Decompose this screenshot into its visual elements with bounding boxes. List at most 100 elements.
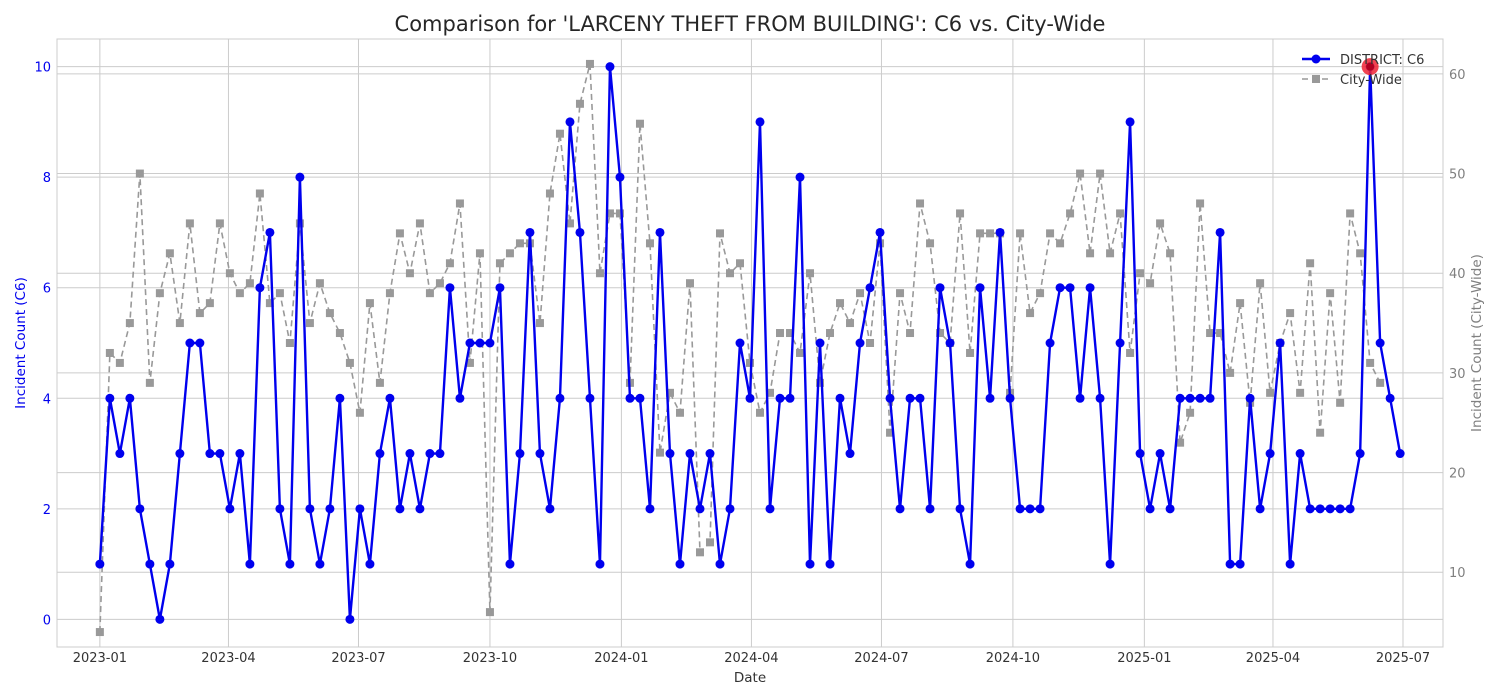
data-point xyxy=(645,239,654,248)
data-point xyxy=(305,504,315,514)
data-point xyxy=(495,259,504,268)
data-point xyxy=(565,219,574,228)
data-point xyxy=(715,559,725,569)
data-point xyxy=(1036,289,1045,298)
data-point xyxy=(605,209,614,218)
data-point xyxy=(545,189,554,198)
data-point xyxy=(535,319,544,328)
data-point xyxy=(685,449,695,459)
data-point xyxy=(856,289,865,298)
data-point xyxy=(1056,239,1065,248)
data-point xyxy=(1256,279,1265,288)
data-point xyxy=(1085,283,1095,293)
y-axis-left-ticks: 0 2 4 6 8 10 xyxy=(34,61,51,629)
x-tick-label: 2023-10 xyxy=(463,651,517,666)
data-point xyxy=(795,172,805,182)
data-point xyxy=(175,319,184,328)
data-point xyxy=(255,283,265,293)
data-point xyxy=(1115,338,1125,348)
data-point xyxy=(185,338,195,348)
data-point xyxy=(445,259,454,268)
data-point xyxy=(105,393,115,403)
data-point xyxy=(756,408,765,417)
data-point xyxy=(675,559,685,569)
data-point xyxy=(695,548,704,557)
data-point xyxy=(215,219,224,228)
legend-label: City-Wide xyxy=(1340,73,1402,88)
data-point xyxy=(1196,199,1205,208)
data-point xyxy=(665,388,674,397)
data-point xyxy=(365,559,375,569)
data-point xyxy=(705,449,715,459)
data-point xyxy=(195,338,205,348)
y-left-tick-label: 4 xyxy=(43,392,51,407)
data-point xyxy=(365,299,374,308)
data-point xyxy=(545,504,555,514)
y-left-tick-label: 10 xyxy=(34,61,51,76)
x-tick-label: 2023-04 xyxy=(201,651,255,666)
data-point xyxy=(135,169,144,178)
data-point xyxy=(455,393,465,403)
data-point xyxy=(195,309,204,318)
x-tick-label: 2025-07 xyxy=(1376,651,1430,666)
series-line xyxy=(98,65,1402,621)
data-point xyxy=(225,269,234,278)
data-point xyxy=(345,358,354,367)
data-point xyxy=(836,299,845,308)
data-point xyxy=(585,59,594,68)
data-point xyxy=(1375,338,1385,348)
data-point xyxy=(415,504,425,514)
data-point xyxy=(635,119,644,128)
data-point xyxy=(1296,388,1305,397)
data-point xyxy=(766,388,775,397)
x-tick-label: 2023-01 xyxy=(73,651,127,666)
data-point xyxy=(976,229,985,238)
data-point xyxy=(1186,408,1195,417)
data-point xyxy=(315,279,324,288)
y-axis-right-ticks: 10 20 30 40 50 60 xyxy=(1449,68,1466,581)
x-tick-label: 2024-01 xyxy=(594,651,648,666)
x-tick-label: 2025-04 xyxy=(1246,651,1300,666)
data-point xyxy=(95,628,104,637)
legend-swatch-marker xyxy=(1312,75,1320,83)
data-point xyxy=(385,289,394,298)
data-point xyxy=(936,329,945,338)
data-point xyxy=(245,559,255,569)
y-axis-right-label: Incident Count (City-Wide) xyxy=(1469,254,1485,432)
highlight-point-core xyxy=(1366,62,1375,71)
data-point xyxy=(475,249,484,258)
data-point xyxy=(745,393,755,403)
data-point xyxy=(165,249,174,258)
data-point xyxy=(425,289,434,298)
data-point xyxy=(185,219,194,228)
data-point xyxy=(1216,329,1225,338)
data-point xyxy=(1395,449,1405,459)
data-point xyxy=(955,504,965,514)
data-point xyxy=(1356,249,1365,258)
data-point xyxy=(1195,393,1205,403)
data-point xyxy=(1055,283,1065,293)
x-tick-label: 2024-10 xyxy=(986,651,1040,666)
data-point xyxy=(1325,504,1335,514)
data-point xyxy=(885,393,895,403)
data-point xyxy=(325,309,334,318)
data-point xyxy=(995,227,1005,237)
data-point xyxy=(965,559,975,569)
data-point xyxy=(1245,393,1255,403)
data-point xyxy=(1075,393,1085,403)
data-point xyxy=(575,99,584,108)
data-point xyxy=(645,504,655,514)
data-point xyxy=(605,62,615,72)
legend-swatch-marker xyxy=(1311,54,1321,64)
data-point xyxy=(685,279,694,288)
data-point xyxy=(945,338,955,348)
x-tick-label: 2024-04 xyxy=(724,651,778,666)
data-point xyxy=(705,538,714,547)
data-point xyxy=(935,283,945,293)
data-point xyxy=(1025,504,1035,514)
data-point xyxy=(1096,169,1105,178)
data-point xyxy=(205,449,215,459)
data-point xyxy=(95,559,105,569)
data-point xyxy=(1045,338,1055,348)
data-point xyxy=(1116,209,1125,218)
